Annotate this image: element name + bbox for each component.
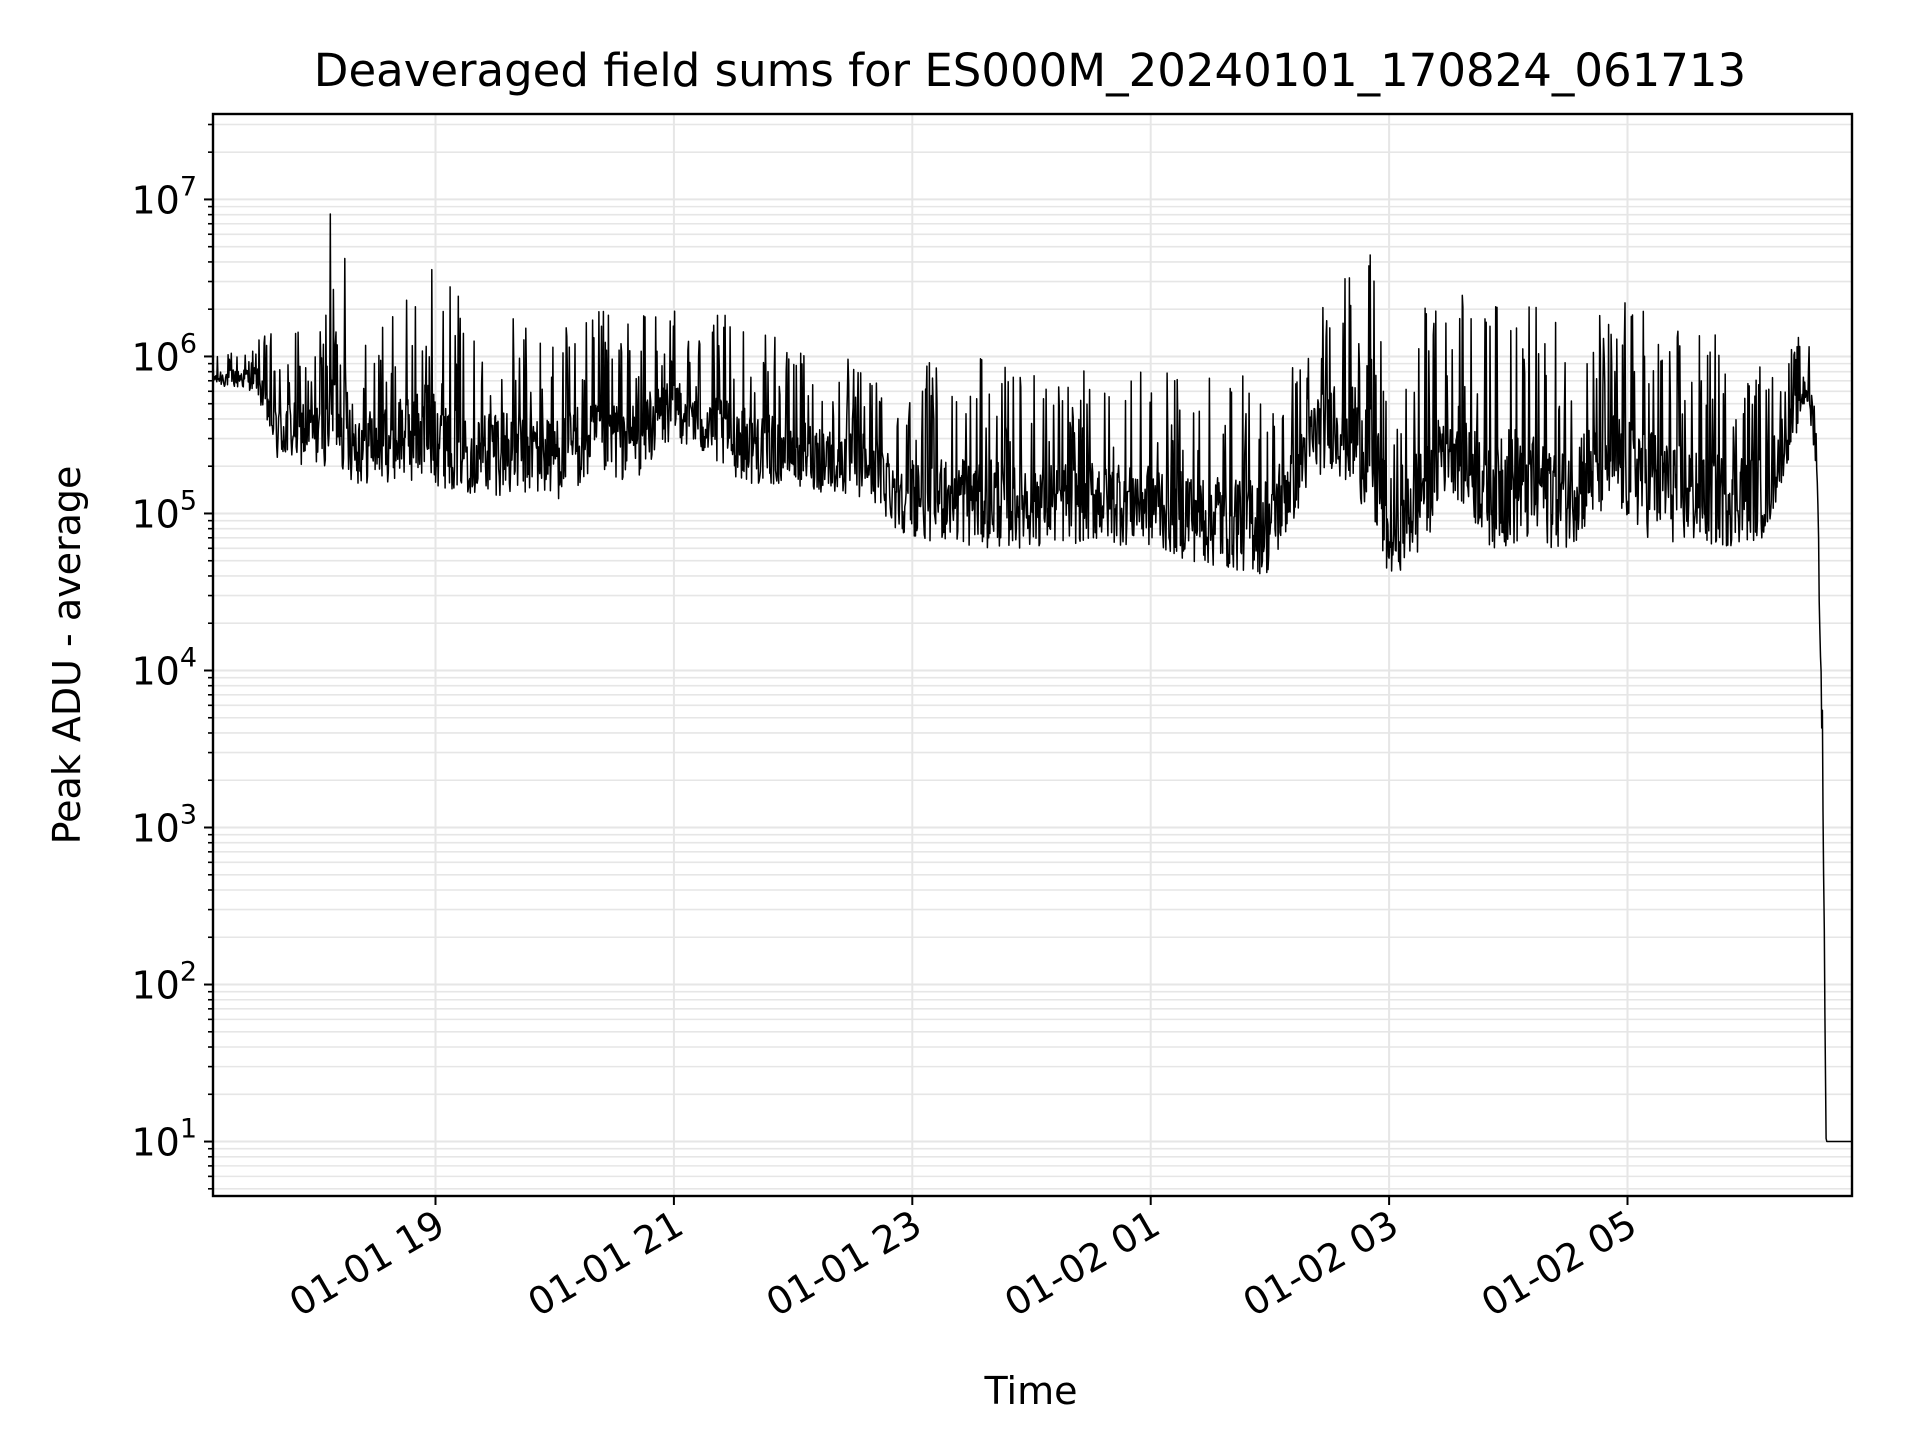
y-tick-label: 103 xyxy=(131,800,197,851)
chart-title: Deaveraged field sums for ES000M_2024010… xyxy=(314,44,1746,97)
plot-frame xyxy=(211,112,1854,1198)
y-tick-label: 107 xyxy=(131,171,197,222)
y-tick-label: 106 xyxy=(131,328,197,379)
y-tick-label: 105 xyxy=(131,485,197,536)
series-line-0 xyxy=(212,213,1853,1143)
data-series xyxy=(212,213,1853,1143)
y-axis-label: Peak ADU - average xyxy=(45,466,89,845)
x-axis-label: Time xyxy=(984,1369,1078,1413)
y-tick-label: 102 xyxy=(131,957,197,1008)
y-tick-label: 104 xyxy=(131,642,197,693)
y-tick-label: 101 xyxy=(131,1114,197,1165)
